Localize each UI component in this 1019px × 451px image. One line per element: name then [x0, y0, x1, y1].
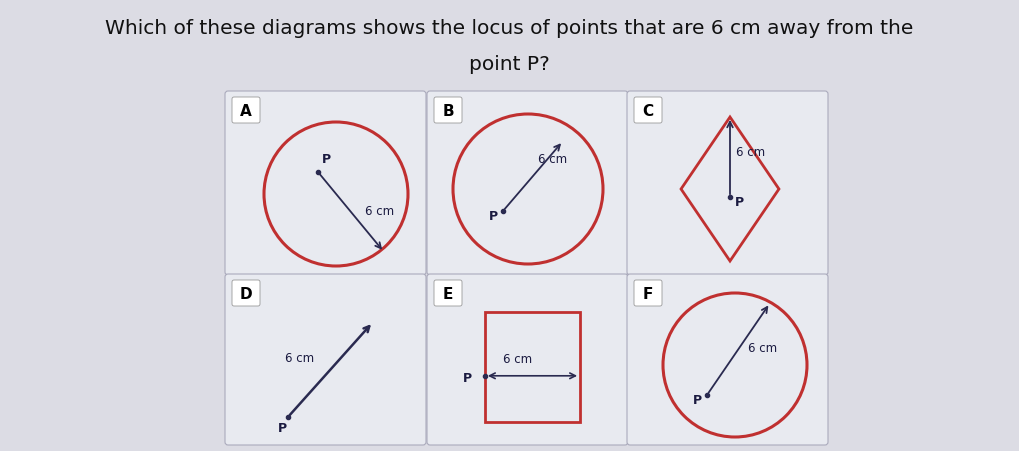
Text: C: C	[642, 104, 653, 119]
Text: Which of these diagrams shows the locus of points that are 6 cm away from the: Which of these diagrams shows the locus …	[105, 18, 913, 37]
FancyBboxPatch shape	[225, 92, 426, 276]
FancyBboxPatch shape	[232, 281, 260, 306]
FancyBboxPatch shape	[627, 274, 828, 445]
Text: P: P	[322, 152, 331, 166]
FancyBboxPatch shape	[427, 274, 628, 445]
Text: point P?: point P?	[469, 55, 549, 74]
Text: P: P	[463, 371, 472, 384]
Text: D: D	[239, 287, 253, 302]
Text: E: E	[443, 287, 453, 302]
FancyBboxPatch shape	[634, 281, 662, 306]
Text: B: B	[442, 104, 453, 119]
FancyBboxPatch shape	[434, 281, 462, 306]
FancyBboxPatch shape	[634, 98, 662, 124]
Text: 6 cm: 6 cm	[285, 352, 315, 365]
Text: F: F	[643, 287, 653, 302]
Text: 6 cm: 6 cm	[503, 352, 532, 365]
Text: P: P	[278, 421, 287, 434]
FancyBboxPatch shape	[427, 92, 628, 276]
Text: 6 cm: 6 cm	[538, 152, 568, 166]
FancyBboxPatch shape	[434, 98, 462, 124]
Text: 6 cm: 6 cm	[749, 341, 777, 354]
FancyBboxPatch shape	[225, 274, 426, 445]
FancyBboxPatch shape	[232, 98, 260, 124]
Text: A: A	[240, 104, 252, 119]
Bar	[485, 312, 580, 422]
Text: 6 cm: 6 cm	[736, 146, 765, 159]
Text: P: P	[489, 210, 498, 222]
Text: P: P	[693, 393, 702, 406]
Text: P: P	[735, 196, 744, 208]
Text: 6 cm: 6 cm	[365, 205, 394, 217]
FancyBboxPatch shape	[627, 92, 828, 276]
